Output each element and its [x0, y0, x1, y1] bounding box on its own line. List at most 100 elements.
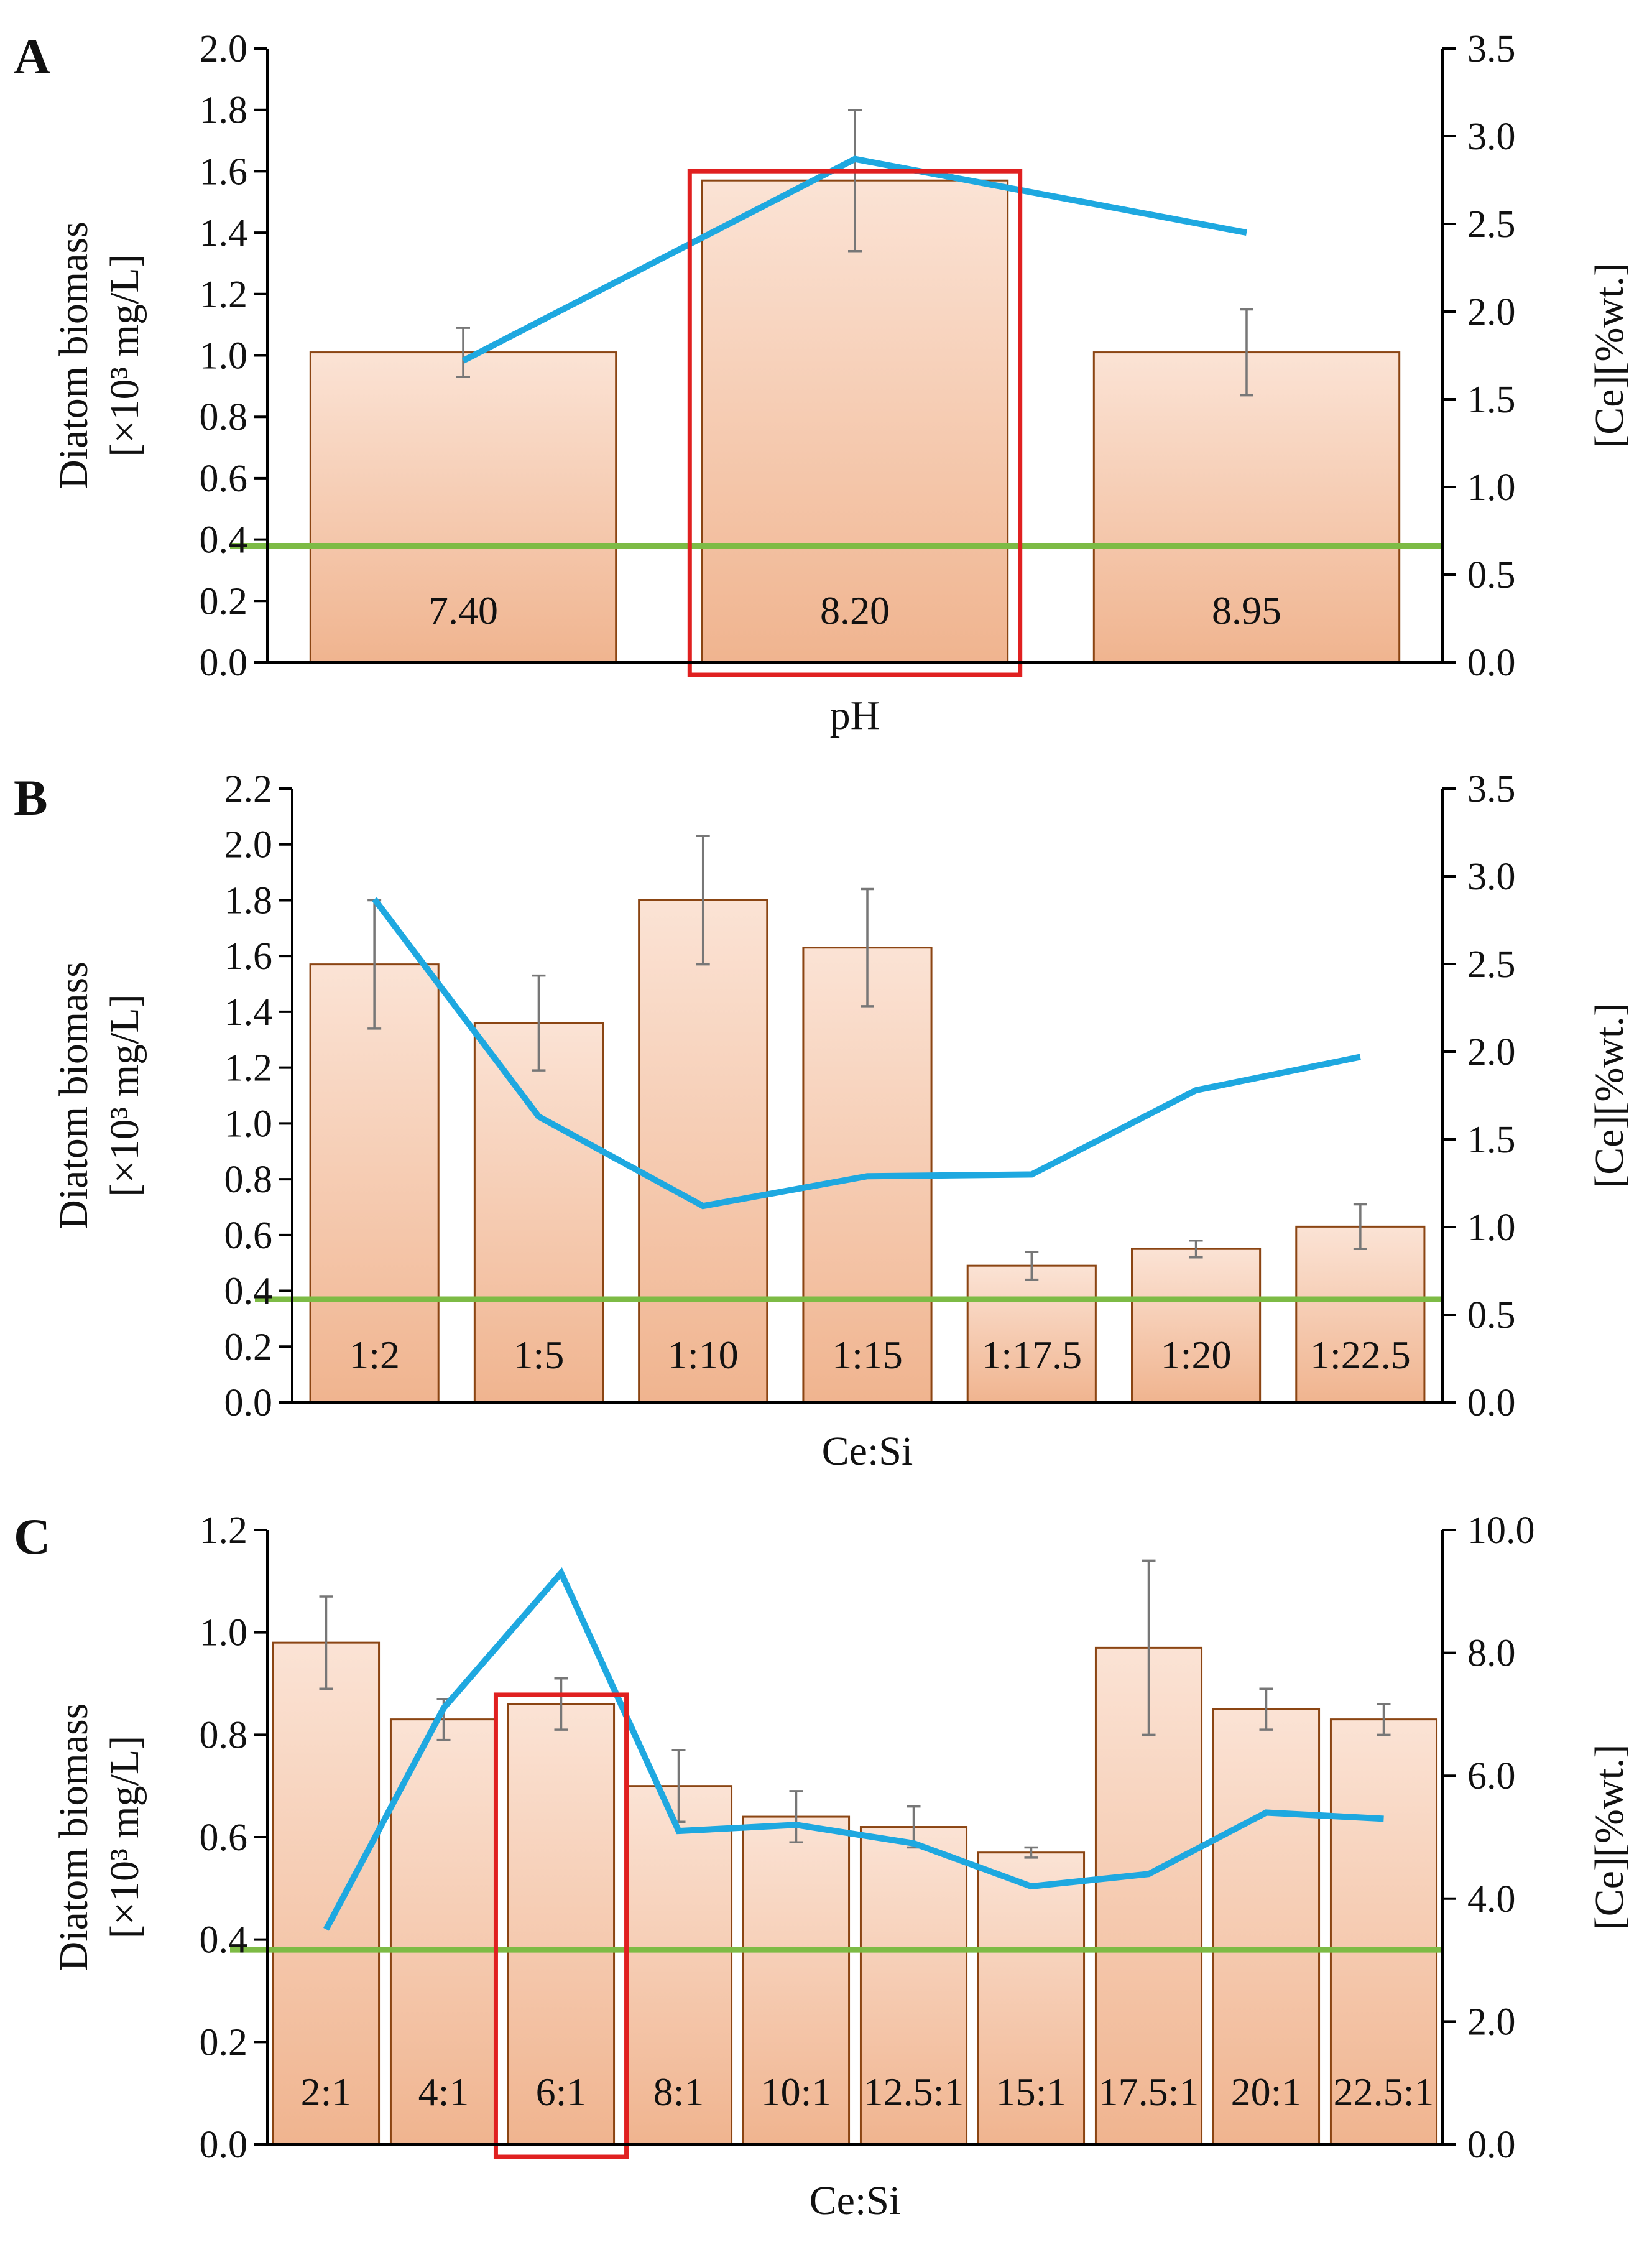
error-bar: [848, 108, 862, 253]
y-tick-label: 0.6: [224, 1215, 273, 1257]
y-tick-label: 1.6: [224, 935, 273, 978]
y-tick-label: 1.2: [200, 274, 248, 316]
y-tick-label: 0.0: [224, 1382, 273, 1424]
error-bar: [1353, 1203, 1367, 1250]
y-tick-label: 0.2: [200, 580, 248, 623]
biomass-bar: [1131, 1248, 1262, 1404]
category-label: 1:22.5: [1310, 1333, 1411, 1377]
biomass-bar: [701, 179, 1009, 664]
y2-tick-label: 1.0: [1467, 1207, 1516, 1249]
category-label: 1:20: [1161, 1333, 1232, 1377]
error-bar: [532, 974, 546, 1072]
y2-tick-label: 3.0: [1467, 856, 1516, 898]
error-bar: [1189, 1240, 1203, 1259]
y-tick-label: 1.4: [224, 991, 273, 1034]
y2-tick-label: 2.5: [1467, 203, 1516, 246]
y-tick-label: 0.8: [224, 1159, 273, 1201]
error-bar: [456, 327, 470, 378]
error-bar: [1377, 1703, 1391, 1736]
x-axis-title: pH: [830, 693, 880, 738]
y2-tick-label: 2.0: [1467, 1031, 1516, 1073]
category-label: 8.95: [1212, 588, 1281, 633]
y-axis-title: Diatom biomass: [51, 1703, 96, 1972]
biomass-bar: [1329, 1718, 1438, 2146]
biomass-bar: [1295, 1225, 1426, 1404]
category-label: 1:15: [832, 1333, 903, 1377]
error-bar: [1259, 1687, 1273, 1731]
x-axis-title: Ce:Si: [810, 2178, 901, 2223]
y-tick-label: 1.0: [200, 335, 248, 378]
highlight-box: [687, 169, 1023, 677]
panel-b: B 1:2 1:5 1:10 1:15 1:17.5 1:20 1:22.5 0.0 0.2 0.4…: [14, 768, 1632, 1474]
biomass-bar: [309, 351, 617, 664]
category-label: 6:1: [536, 2070, 587, 2114]
y2-tick-label: 2.5: [1467, 943, 1516, 986]
y2-axis-title: [Ce][%wt.]: [1587, 1003, 1632, 1189]
y-tick-label: 0.0: [200, 2124, 248, 2166]
y-tick-label: 2.0: [200, 28, 248, 70]
y-axis-unit: [×10³ mg/L]: [102, 254, 147, 456]
error-bar: [1240, 308, 1253, 397]
biomass-bar: [309, 963, 440, 1404]
panel-a: A 7.40 8.20 8.95 0.0 0.2 0.4 0.6 0.8 1.0 1.2 1.4 1.6…: [14, 28, 1632, 738]
y2-tick-label: 3.0: [1467, 116, 1516, 158]
biomass-bar: [272, 1641, 381, 2146]
y-tick-label: 0.8: [200, 396, 248, 438]
category-label: 7.40: [428, 588, 498, 633]
y-tick-label: 1.8: [224, 879, 273, 922]
y-tick-label: 1.2: [224, 1047, 273, 1090]
y-axis-title: Diatom biomass: [51, 962, 96, 1230]
error-bar: [1024, 1846, 1038, 1859]
ce-line: [372, 897, 1361, 1210]
panel-letter: C: [14, 1508, 50, 1565]
error-bar: [1025, 1250, 1039, 1281]
biomass-bar: [1212, 1708, 1321, 2146]
y2-axis-title: [Ce][%wt.]: [1587, 262, 1632, 448]
y2-tick-label: 2.0: [1467, 291, 1516, 333]
x-axis-title: Ce:Si: [822, 1429, 913, 1474]
y-tick-label: 0.2: [224, 1326, 273, 1368]
y-tick-label: 0.4: [224, 1271, 273, 1313]
y-tick-label: 1.6: [200, 151, 248, 193]
y-tick-label: 0.6: [200, 1817, 248, 1859]
y2-tick-label: 1.5: [1467, 1119, 1516, 1161]
y-tick-label: 1.0: [224, 1103, 273, 1145]
biomass-bar: [473, 1022, 604, 1404]
y2-axis-title: [Ce][%wt.]: [1587, 1745, 1632, 1930]
biomass-bar: [859, 1826, 968, 2146]
y-tick-label: 1.0: [200, 1612, 248, 1654]
y-axis-unit: [×10³ mg/L]: [102, 994, 147, 1197]
y2-tick-label: 0.0: [1467, 1382, 1516, 1424]
error-bar: [696, 835, 710, 966]
error-bar: [789, 1790, 803, 1843]
y2-tick-label: 0.0: [1467, 642, 1516, 684]
error-bar: [554, 1677, 568, 1731]
y2-tick-label: 0.5: [1467, 1294, 1516, 1337]
category-label: 2:1: [301, 2070, 352, 2114]
category-label: 1:10: [668, 1333, 739, 1377]
panel-letter: A: [14, 28, 50, 85]
y2-tick-label: 8.0: [1467, 1633, 1516, 1675]
y-tick-label: 1.8: [200, 90, 248, 132]
y-tick-label: 0.8: [200, 1714, 248, 1756]
y2-tick-label: 3.5: [1467, 28, 1516, 70]
category-label: 8:1: [653, 2070, 704, 2114]
category-label: 1:17.5: [981, 1333, 1082, 1377]
category-label: 1:2: [349, 1333, 400, 1377]
category-label: 22.5:1: [1334, 2070, 1434, 2114]
ce-line: [323, 1567, 1384, 1931]
category-label: 17.5:1: [1099, 2070, 1199, 2114]
panel-c: C 2:1 4:1 6:1 8:1 10:1 12.5:1 15:1 17.5:1 20:1 22.…: [14, 1508, 1632, 2223]
y-tick-label: 0.4: [200, 519, 248, 562]
y2-tick-label: 4.0: [1467, 1878, 1516, 1921]
y-tick-label: 0.6: [200, 458, 248, 500]
biomass-bar: [742, 1815, 851, 2146]
category-label: 1:5: [514, 1333, 565, 1377]
panel-letter: B: [14, 769, 48, 826]
y2-tick-label: 1.5: [1467, 379, 1516, 421]
category-label: 12.5:1: [864, 2070, 964, 2114]
error-bar: [861, 887, 874, 1008]
y-tick-label: 0.0: [200, 642, 248, 684]
ce-line: [461, 155, 1247, 364]
